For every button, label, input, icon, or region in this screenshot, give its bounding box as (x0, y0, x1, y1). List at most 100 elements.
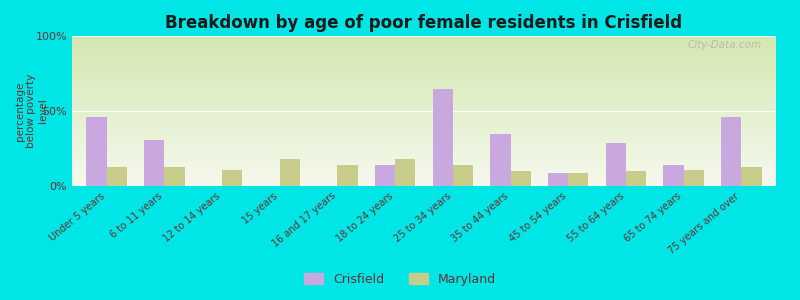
Bar (72, 102, 776, 103)
Bar (72, 77, 776, 78)
Bar (72, 66, 776, 67)
Bar (72, 165, 776, 166)
Bar (72, 113, 776, 114)
Bar (72, 71, 776, 72)
Bar (72, 85, 776, 86)
Bar (72, 156, 776, 157)
Bar (72, 160, 776, 161)
Bar (72, 73, 776, 74)
Bar (72, 126, 776, 127)
Bar (72, 162, 776, 163)
Bar (510, 171, 530, 186)
Bar (490, 134, 510, 186)
Bar (72, 84, 776, 85)
Bar (72, 38, 776, 39)
Bar (72, 94, 776, 95)
Bar (72, 49, 776, 50)
Bar (72, 145, 776, 146)
Bar (72, 87, 776, 88)
Bar (72, 91, 776, 92)
Bar (375, 165, 395, 186)
Bar (72, 121, 776, 122)
Bar (72, 123, 776, 124)
Bar (72, 160, 776, 161)
Bar (626, 171, 646, 186)
Bar (72, 124, 776, 125)
Bar (72, 158, 776, 159)
Bar (72, 110, 776, 111)
Bar (72, 170, 776, 171)
Bar (72, 140, 776, 141)
Bar (72, 161, 776, 162)
Bar (72, 147, 776, 148)
Bar (72, 90, 776, 91)
Bar (548, 172, 568, 186)
Bar (72, 86, 776, 87)
Bar (72, 137, 776, 138)
Y-axis label: percentage
below poverty
level: percentage below poverty level (14, 74, 48, 148)
Bar (72, 146, 776, 147)
Bar (72, 141, 776, 142)
Bar (338, 165, 358, 186)
Bar (72, 176, 776, 177)
Bar (72, 152, 776, 153)
Bar (72, 125, 776, 126)
Bar (72, 78, 776, 79)
Bar (72, 101, 776, 102)
Bar (72, 167, 776, 168)
Bar (72, 59, 776, 60)
Bar (72, 150, 776, 151)
Bar (72, 172, 776, 173)
Bar (72, 80, 776, 81)
Bar (72, 117, 776, 118)
Bar (72, 153, 776, 154)
Bar (72, 82, 776, 83)
Bar (72, 118, 776, 119)
Bar (72, 119, 776, 120)
Bar (72, 159, 776, 160)
Bar (72, 82, 776, 83)
Bar (72, 75, 776, 76)
Bar (72, 62, 776, 63)
Bar (433, 88, 453, 186)
Bar (72, 93, 776, 94)
Bar (72, 142, 776, 143)
Bar (72, 53, 776, 54)
Bar (72, 92, 776, 93)
Bar (742, 167, 762, 186)
Bar (72, 48, 776, 49)
Bar (72, 180, 776, 181)
Bar (106, 167, 127, 186)
Bar (72, 151, 776, 152)
Bar (72, 81, 776, 82)
Bar (72, 131, 776, 132)
Bar (72, 182, 776, 183)
Bar (72, 88, 776, 89)
Bar (72, 74, 776, 75)
Bar (72, 99, 776, 100)
Bar (72, 109, 776, 110)
Bar (72, 105, 776, 106)
Bar (72, 149, 776, 150)
Bar (72, 100, 776, 101)
Bar (72, 95, 776, 96)
Bar (72, 179, 776, 180)
Bar (72, 144, 776, 145)
Text: City-Data.com: City-Data.com (688, 40, 762, 50)
Bar (72, 50, 776, 51)
Bar (72, 185, 776, 186)
Bar (72, 98, 776, 99)
Bar (72, 108, 776, 109)
Bar (72, 83, 776, 84)
Bar (453, 165, 473, 186)
Bar (72, 138, 776, 139)
Bar (86, 117, 106, 186)
Bar (72, 184, 776, 185)
Bar (222, 169, 242, 186)
Bar (72, 116, 776, 117)
Bar (72, 129, 776, 130)
Bar (72, 163, 776, 164)
Bar (72, 41, 776, 42)
Bar (72, 36, 776, 37)
Bar (72, 89, 776, 90)
